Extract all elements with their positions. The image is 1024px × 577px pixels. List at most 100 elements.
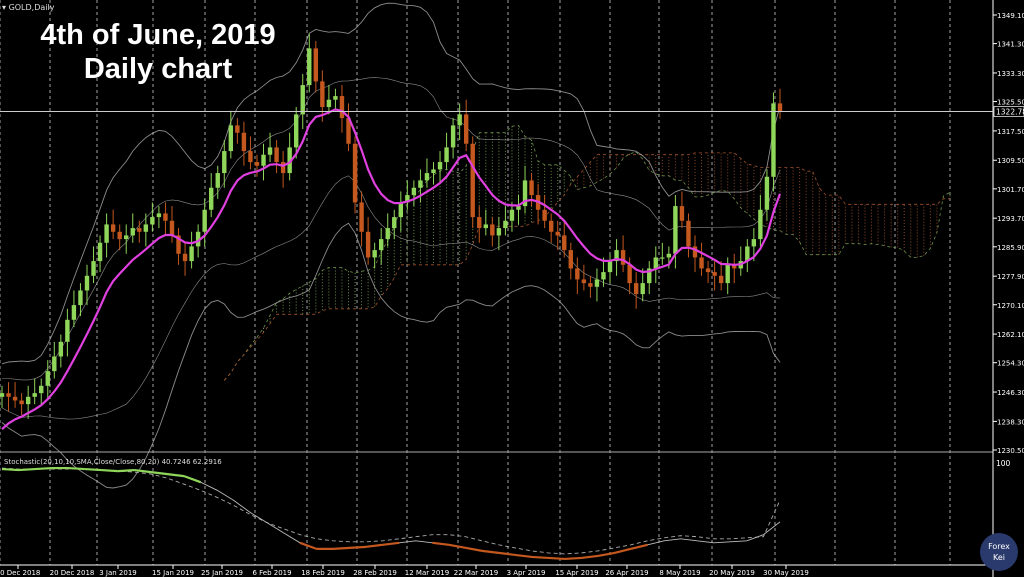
- candle-body: [588, 283, 593, 287]
- candle-body: [751, 239, 757, 247]
- candle-body: [758, 209, 763, 240]
- candle-body: [777, 103, 783, 112]
- moving-average-path: [1, 108, 782, 431]
- candle-body: [614, 250, 619, 262]
- candle-body: [725, 264, 730, 284]
- candle-body: [300, 85, 305, 115]
- candle-body: [745, 246, 750, 262]
- candle-body: [660, 257, 665, 259]
- stochastic-zone-segment: [614, 547, 632, 554]
- candle-body: [522, 180, 528, 207]
- candle-body: [771, 103, 776, 177]
- candle-body: [156, 213, 162, 218]
- candle-body: [509, 209, 515, 221]
- stochastic-zone-segment: [564, 556, 582, 561]
- date-tick-label: 22 Mar 2019: [454, 569, 498, 577]
- candle-body: [346, 118, 351, 144]
- candle-body: [666, 253, 672, 258]
- candle-body: [326, 99, 332, 108]
- candle-body: [705, 268, 711, 273]
- date-tick-label: 12 Mar 2019: [405, 569, 449, 577]
- candle-body: [71, 305, 77, 320]
- stochastic-signal-line: [1, 467, 781, 555]
- stochastic-panel: [1, 466, 781, 561]
- candle-body: [25, 396, 31, 405]
- candle-body: [261, 154, 266, 166]
- candle-body: [209, 187, 214, 210]
- candle-body: [686, 220, 691, 247]
- candle-body: [470, 143, 475, 218]
- candle-body: [352, 143, 358, 203]
- candle-body: [437, 162, 443, 170]
- candle-body: [228, 125, 234, 152]
- stochastic-zone-segment: [597, 551, 615, 558]
- stochastic-zone-segment: [18, 467, 36, 472]
- chart-overlay-title: 4th of June, 2019 Daily chart: [18, 18, 298, 86]
- stochastic-zone-segment: [183, 475, 202, 484]
- price-axis: 1349.10 1341.30 1333.30 1325.50 1317.50 1309.…: [993, 12, 1024, 455]
- candle-body: [176, 235, 181, 254]
- candle-body: [457, 114, 462, 126]
- candle-body: [19, 400, 24, 405]
- price-tick-label: 1341.30: [997, 41, 1024, 49]
- candle-body: [496, 228, 502, 236]
- candle-body: [601, 272, 606, 280]
- date-tick-label: 6 Feb 2019: [252, 569, 291, 577]
- candle-body: [411, 187, 417, 196]
- stochastic-axis-label: 100: [996, 459, 1011, 468]
- watermark-badge: Forex Kei: [980, 533, 1018, 571]
- price-tick-label: 1262.10: [997, 331, 1024, 339]
- candle-body: [52, 356, 57, 372]
- date-tick-label: 28 Feb 2019: [353, 569, 397, 577]
- candle-body: [241, 132, 247, 152]
- stochastic-zone-segment: [349, 545, 367, 549]
- candle-body: [542, 209, 547, 221]
- candle-body: [647, 268, 652, 284]
- candle-body: [39, 385, 44, 394]
- candle-body: [235, 125, 240, 133]
- stochastic-zone-segment: [35, 466, 52, 471]
- candle-body: [653, 257, 658, 269]
- candle-body: [150, 217, 155, 225]
- candle-body: [463, 114, 469, 144]
- candle-body: [732, 264, 737, 269]
- candle-body: [483, 224, 488, 229]
- candle-body: [581, 279, 587, 284]
- candle-body: [6, 393, 11, 397]
- price-tick-label: 1277.90: [997, 273, 1024, 281]
- stochastic-zone-segment: [548, 556, 565, 561]
- candle-body: [333, 96, 338, 100]
- candle-body: [627, 264, 632, 284]
- candle-body: [392, 217, 397, 229]
- candle-body: [137, 228, 142, 232]
- candle-body: [117, 231, 122, 240]
- dropdown-arrow-icon[interactable]: ▾: [2, 3, 7, 12]
- cloud-span-b: [224, 152, 950, 381]
- candle-body: [385, 228, 390, 240]
- bollinger-bands: [1, 2, 781, 489]
- candle-body: [215, 173, 220, 188]
- candle-body: [372, 250, 377, 258]
- candle-body: [594, 279, 600, 287]
- candle-body: [124, 235, 129, 240]
- bollinger-band-line: [1, 222, 781, 489]
- price-tick-label: 1230.50: [997, 447, 1024, 455]
- candle-body: [248, 151, 253, 163]
- candle-body: [58, 341, 64, 357]
- candle-body: [32, 393, 37, 397]
- stochastic-zone-segment: [498, 551, 516, 557]
- candle-body: [699, 257, 704, 269]
- candle-body: [104, 224, 109, 243]
- date-tick-label: 20 Dec 2018: [50, 569, 95, 577]
- candle-body: [45, 371, 50, 386]
- stochastic-zone-segment: [332, 546, 350, 550]
- price-tick-label: 1254.30: [997, 360, 1024, 368]
- current-price-label: 1322.78: [996, 108, 1024, 117]
- stochastic-zone-segment: [481, 549, 499, 554]
- candle-body: [764, 176, 770, 210]
- stochastic-zone-segment: [84, 467, 102, 472]
- candle-body: [254, 162, 260, 166]
- date-tick-label: 15 Jan 2019: [152, 569, 194, 577]
- stochastic-zone-segment: [1, 467, 19, 472]
